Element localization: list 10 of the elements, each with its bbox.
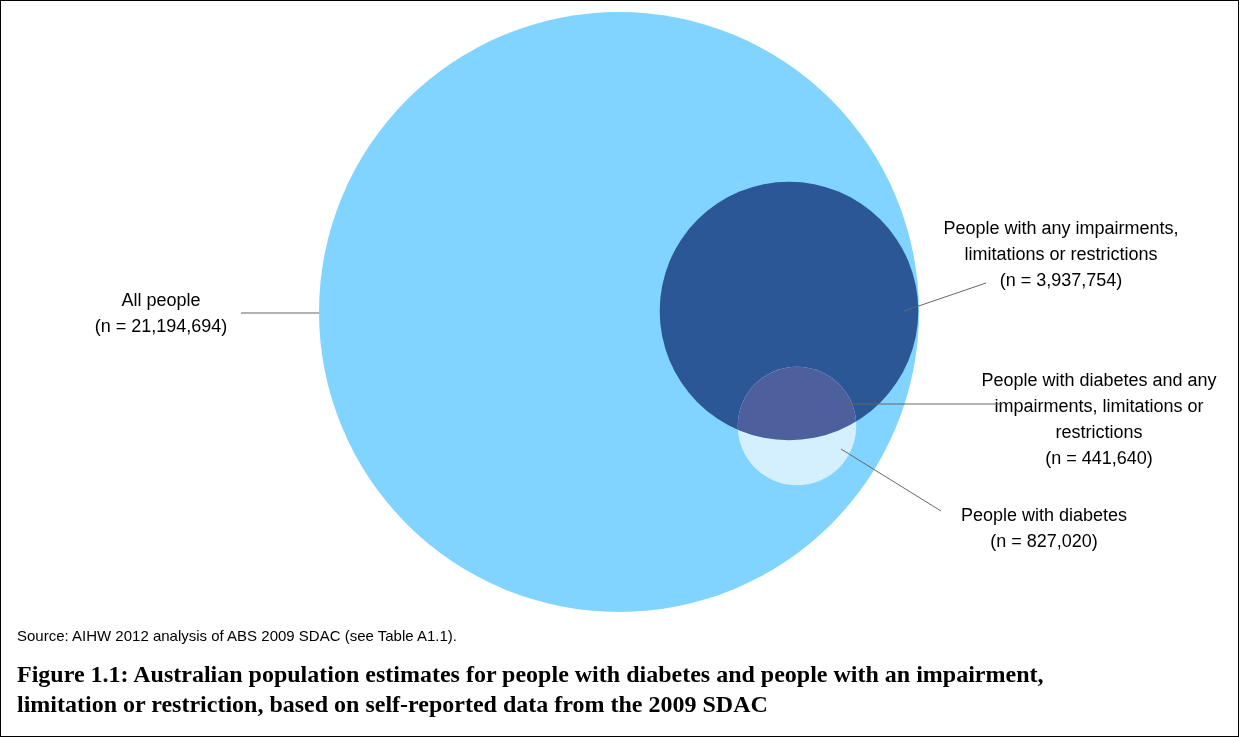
- text: Figure 1.1: Australian population estimates for people with diabetes and people with an impairment, limitation or restriction, based on self-reported data from the 2009 SDAC: [17, 660, 1045, 719]
- data-label: (n = 21,194,694): [94, 315, 228, 336]
- category-label: People with diabetes: [960, 504, 1128, 525]
- data-label: (n = 441,640): [1045, 447, 1153, 468]
- category-label: All people: [121, 289, 201, 310]
- category-label: People with diabetes and any impairments, limitations or restrictions: [981, 369, 1217, 442]
- source-note: Source: AIHW 2012 analysis of ABS 2009 SDAC (see Table A1.1).: [17, 627, 457, 644]
- data-label: (n = 3,937,754): [999, 269, 1123, 290]
- category-label: People with any impairments, limitations or restrictions: [943, 217, 1179, 264]
- data-label: (n = 827,020): [990, 530, 1098, 551]
